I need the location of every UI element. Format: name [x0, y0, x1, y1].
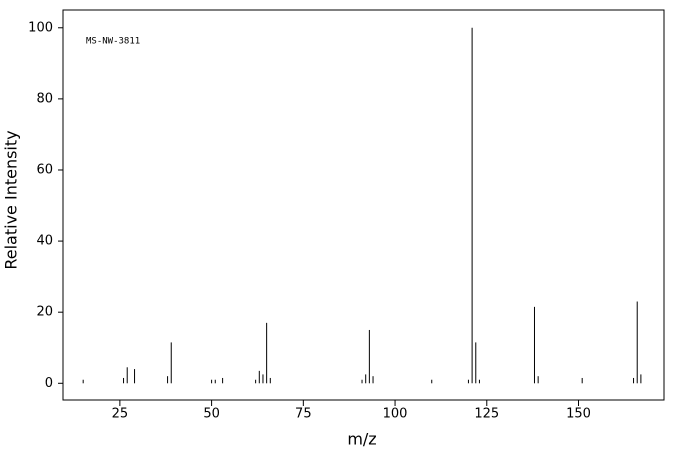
plot-frame: [62, 9, 665, 401]
y-tick-label: 80: [36, 91, 53, 106]
y-tick-label: 40: [36, 234, 53, 249]
x-tick-label: 50: [203, 407, 220, 422]
chart-annotation: MS-NW-3811: [86, 37, 140, 47]
x-tick-label: 150: [566, 407, 591, 422]
y-tick-label: 100: [28, 20, 53, 35]
y-tick-label: 0: [45, 376, 53, 391]
y-tick-label: 60: [36, 162, 53, 177]
x-tick-label: 25: [112, 407, 129, 422]
y-tick-label: 20: [36, 305, 53, 320]
x-tick-label: 100: [383, 407, 408, 422]
x-tick-label: 75: [295, 407, 312, 422]
x-axis-label: m/z: [347, 430, 376, 449]
x-tick-label: 125: [474, 407, 499, 422]
y-axis-label: Relative Intensity: [2, 130, 21, 269]
